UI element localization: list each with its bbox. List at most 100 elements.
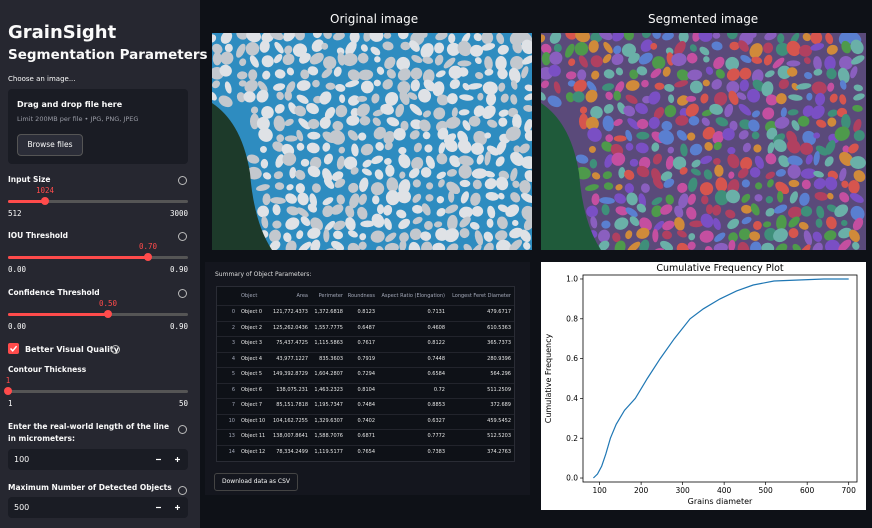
- grain: [660, 240, 674, 250]
- grain: [691, 159, 701, 168]
- grain: [487, 119, 498, 128]
- grain: [510, 56, 524, 70]
- grain: [578, 55, 588, 68]
- grain: [565, 92, 575, 103]
- grain: [348, 230, 358, 238]
- x-axis-label: Grains diameter: [688, 497, 753, 506]
- table-cell: 0.8123: [357, 309, 376, 315]
- grain: [409, 130, 420, 140]
- summary-title: Summary of Object Parameters:: [215, 271, 312, 278]
- grain: [270, 197, 286, 204]
- number-input[interactable]: 100: [8, 449, 188, 470]
- browse-button[interactable]: Browse files: [17, 134, 83, 156]
- grain: [345, 80, 360, 88]
- grain: [212, 80, 221, 89]
- stepper[interactable]: [148, 449, 188, 470]
- grain: [446, 93, 458, 105]
- grain: [444, 228, 459, 243]
- grain: [358, 241, 367, 250]
- help-icon: [178, 176, 187, 185]
- grain: [740, 55, 752, 63]
- slider-min: 0.00: [8, 322, 27, 331]
- grain: [523, 241, 531, 250]
- slider-thumb[interactable]: [144, 253, 152, 261]
- grain: [397, 33, 409, 40]
- grain: [813, 132, 821, 139]
- slider-fill: [8, 256, 148, 259]
- upload-box[interactable]: Drag and drop file here Limit 200MB per …: [8, 89, 188, 164]
- grain: [850, 205, 865, 221]
- grain: [689, 80, 703, 94]
- grain: [629, 216, 640, 227]
- slider-thumb[interactable]: [4, 387, 12, 395]
- help-icon[interactable]: [111, 345, 120, 354]
- grain: [457, 40, 472, 57]
- grain: [282, 152, 297, 166]
- checkbox[interactable]: [8, 343, 19, 354]
- grain: [639, 239, 650, 250]
- grain: [296, 80, 311, 91]
- grain: [761, 242, 775, 250]
- grain: [636, 118, 649, 130]
- grain: [853, 93, 865, 101]
- grain: [652, 33, 661, 39]
- grain: [702, 126, 715, 140]
- grain: [653, 248, 665, 250]
- grain: [323, 228, 330, 243]
- grain: [372, 117, 381, 126]
- grain: [834, 126, 850, 141]
- grain: [261, 55, 274, 68]
- grain: [786, 40, 801, 57]
- grain: [613, 90, 621, 101]
- stepper[interactable]: [148, 497, 188, 518]
- grain: [436, 153, 448, 165]
- grain: [660, 204, 673, 215]
- y-tick-label: 0.2: [566, 434, 578, 443]
- check-icon: [9, 345, 18, 352]
- download-button[interactable]: Download data as CSV: [214, 473, 298, 491]
- grain: [572, 91, 585, 103]
- table-cell: 1,119.5177: [314, 448, 343, 455]
- grain: [853, 84, 864, 92]
- grain: [261, 216, 269, 229]
- grain: [850, 156, 866, 169]
- grain: [261, 106, 274, 119]
- grain: [841, 219, 848, 227]
- slider-thumb[interactable]: [104, 310, 112, 318]
- table[interactable]: Object Area Perimeter Roundness Aspect Ratio…: [216, 286, 515, 462]
- upload-drop: Drag and drop file here: [17, 100, 123, 109]
- table-cell: 511.2509: [487, 386, 511, 393]
- grain: [519, 180, 531, 194]
- table-cell: Object 7: [241, 402, 263, 408]
- grain: [798, 222, 809, 230]
- grain: [737, 168, 749, 179]
- x-tick-label: 500: [759, 486, 774, 495]
- grain: [773, 139, 787, 152]
- grain: [481, 33, 494, 45]
- grain: [614, 217, 629, 230]
- grain: [273, 171, 284, 180]
- grain: [385, 164, 395, 177]
- grain: [471, 168, 488, 179]
- grain: [700, 213, 714, 228]
- grain: [787, 109, 799, 116]
- grain: [824, 230, 837, 241]
- slider-thumb[interactable]: [41, 197, 50, 205]
- grain: [484, 132, 492, 139]
- grain: [586, 81, 597, 93]
- grain: [276, 134, 285, 143]
- grain: [553, 43, 562, 53]
- number-input[interactable]: 500: [8, 497, 188, 518]
- grain: [705, 204, 714, 215]
- grain: [839, 94, 847, 105]
- slider-min: 512: [8, 209, 22, 218]
- grain: [498, 117, 508, 127]
- grain: [421, 241, 433, 250]
- grain: [444, 139, 458, 152]
- grain: [521, 39, 532, 55]
- grain: [722, 127, 735, 141]
- table-cell: 43,977.1227: [276, 355, 308, 362]
- input-value: 100: [14, 455, 30, 464]
- grain: [636, 203, 647, 213]
- grain: [512, 114, 522, 130]
